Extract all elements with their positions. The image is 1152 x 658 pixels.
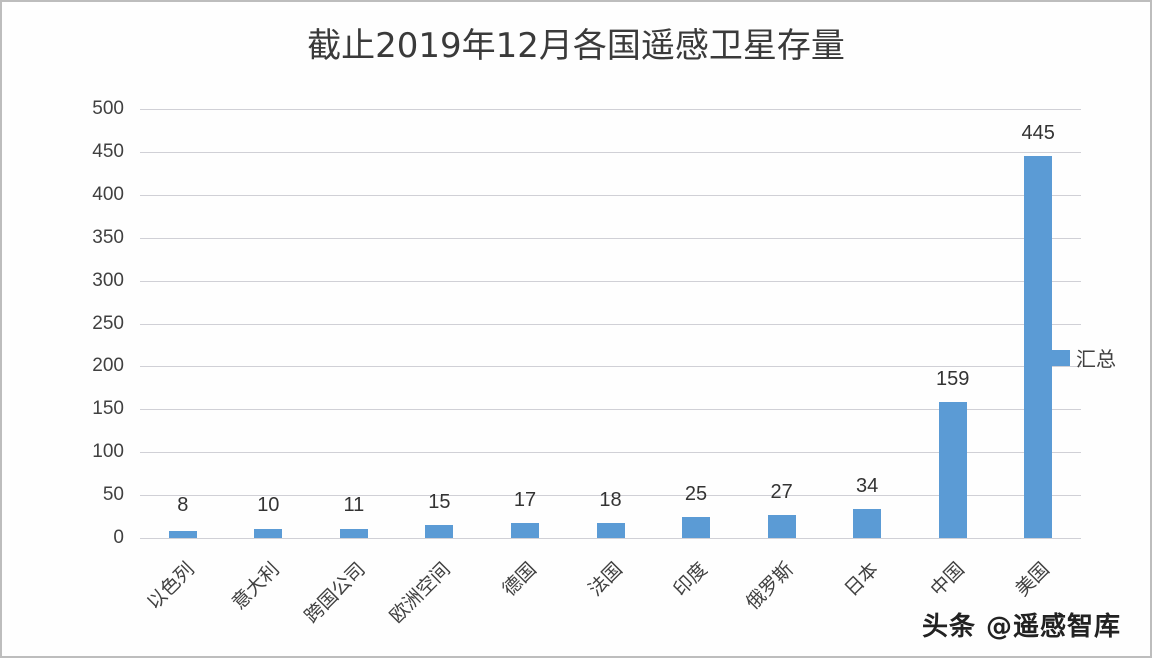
gridline: [140, 409, 1081, 411]
chart-title: 截止2019年12月各国遥感卫星存量: [307, 26, 845, 66]
data-label: 11: [343, 494, 365, 516]
bar: [168, 531, 197, 538]
watermark: 头条 @遥感智库: [922, 612, 1122, 642]
plot-area: 8 10 11 15 17 18 25 27 34 159 445: [140, 109, 1081, 539]
gridline: [140, 194, 1081, 196]
y-tick-label: 100: [92, 441, 124, 463]
gridline: [140, 109, 1081, 110]
data-label: 18: [599, 488, 622, 511]
y-tick-label: 450: [92, 140, 124, 162]
y-tick-label: 150: [92, 398, 124, 420]
y-tick-label: 300: [92, 269, 124, 291]
bar: [596, 522, 625, 538]
bar: [682, 516, 711, 538]
data-label: 15: [428, 491, 451, 514]
legend-label: 汇总: [1076, 347, 1116, 371]
y-tick-label: 50: [102, 484, 124, 506]
data-label: 27: [770, 480, 793, 503]
data-label: 25: [684, 482, 708, 505]
bar: [853, 508, 882, 538]
y-tick-label: 250: [92, 312, 124, 334]
data-label: 445: [1021, 122, 1055, 145]
data-label: 10: [257, 494, 280, 516]
data-label: 8: [177, 494, 189, 516]
bar: [1024, 156, 1053, 538]
legend-swatch: [1052, 349, 1070, 366]
data-label: 34: [856, 474, 879, 497]
y-tick-label: 500: [92, 98, 124, 119]
bar: [339, 528, 368, 538]
data-label: 159: [935, 367, 970, 390]
bar: [938, 401, 967, 538]
gridline: [140, 452, 1081, 454]
y-tick-label: 200: [92, 355, 124, 377]
bar: [767, 514, 796, 538]
gridline: [140, 237, 1081, 239]
gridline: [140, 280, 1081, 282]
bar: [254, 529, 283, 538]
gridline: [140, 495, 1081, 497]
bar: [425, 525, 454, 538]
gridline: [140, 538, 1081, 539]
legend: 汇总: [1052, 343, 1116, 372]
gridline: [140, 366, 1081, 368]
gridline: [140, 323, 1081, 325]
gridline: [140, 151, 1081, 153]
y-tick-label: 350: [92, 226, 124, 248]
y-tick-label: 400: [92, 183, 124, 205]
bar: [510, 523, 539, 538]
data-label: 17: [513, 489, 537, 512]
y-tick-label: 0: [113, 527, 124, 548]
